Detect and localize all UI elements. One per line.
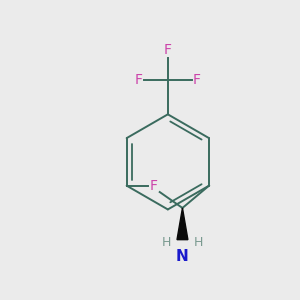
Text: H: H <box>194 236 203 249</box>
Text: F: F <box>135 73 143 87</box>
Text: N: N <box>176 249 189 264</box>
Text: F: F <box>164 43 172 57</box>
Text: F: F <box>193 73 201 87</box>
Polygon shape <box>177 208 188 240</box>
Text: H: H <box>162 236 172 249</box>
Text: F: F <box>149 179 158 193</box>
